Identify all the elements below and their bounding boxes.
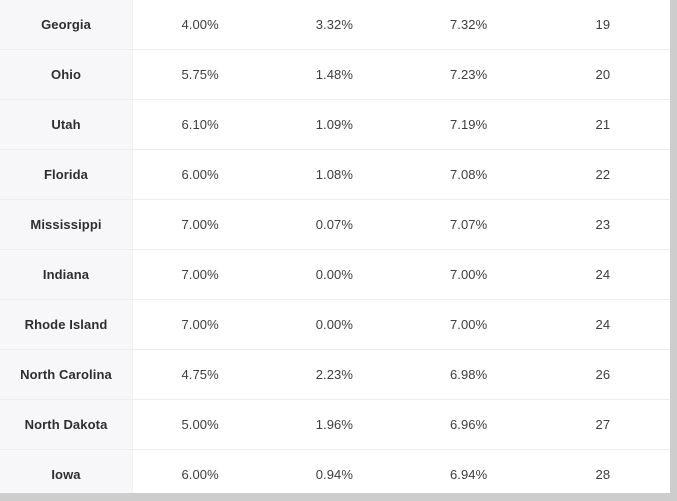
rank-value: 19 [595,17,611,32]
rate-value: 7.00% [181,217,219,232]
table-row: Florida 6.00% 1.08% 7.08% 22 [0,150,670,200]
state-name: Utah [0,100,133,149]
rate-value: 7.23% [449,67,488,82]
state-name: Indiana [0,250,133,299]
vertical-scrollbar[interactable] [670,0,677,501]
state-name: Rhode Island [0,300,133,349]
table-row: North Dakota 5.00% 1.96% 6.96% 27 [0,400,670,450]
rate-value: 4.00% [181,17,219,32]
rate-value: 1.48% [315,67,354,82]
rate-value: 6.00% [181,467,219,482]
table-row: Ohio 5.75% 1.48% 7.23% 20 [0,50,670,100]
table-row: Georgia 4.00% 3.32% 7.32% 19 [0,0,670,50]
rate-value: 6.00% [181,167,219,182]
rank-value: 22 [595,167,611,182]
rate-value: 7.08% [449,167,488,182]
rate-value: 1.96% [315,417,354,432]
rank-value: 24 [595,317,611,332]
rate-value: 4.75% [181,367,219,382]
state-name: Mississippi [0,200,133,249]
rate-value: 7.00% [181,317,219,332]
rank-value: 27 [595,417,611,432]
table-row: Utah 6.10% 1.09% 7.19% 21 [0,100,670,150]
state-name: Georgia [0,0,133,49]
rate-value: 0.00% [315,317,354,332]
state-name: Florida [0,150,133,199]
state-name: Ohio [0,50,133,99]
rate-value: 0.00% [315,267,354,282]
rate-value: 2.23% [315,367,354,382]
state-name: North Dakota [0,400,133,449]
rank-value: 20 [595,67,611,82]
table-row: Indiana 7.00% 0.00% 7.00% 24 [0,250,670,300]
table-row: Rhode Island 7.00% 0.00% 7.00% 24 [0,300,670,350]
state-name: Iowa [0,450,133,499]
rate-value: 0.07% [315,217,354,232]
rate-value: 6.96% [449,417,488,432]
rank-value: 28 [595,467,611,482]
horizontal-scrollbar[interactable] [0,493,677,501]
rate-value: 6.94% [449,467,488,482]
state-name: North Carolina [0,350,133,399]
rate-value: 1.09% [315,117,354,132]
rate-value: 6.98% [449,367,488,382]
rate-value: 5.00% [181,417,219,432]
table-row: North Carolina 4.75% 2.23% 6.98% 26 [0,350,670,400]
rank-value: 21 [595,117,611,132]
rate-value: 6.10% [181,117,219,132]
table-row: Mississippi 7.00% 0.07% 7.07% 23 [0,200,670,250]
rank-value: 26 [595,367,611,382]
rate-value: 7.00% [449,317,488,332]
rate-value: 7.19% [449,117,488,132]
rate-value: 0.94% [315,467,354,482]
rate-value: 7.32% [449,17,488,32]
rank-value: 24 [595,267,611,282]
rate-value: 7.07% [449,217,488,232]
rank-value: 23 [595,217,611,232]
rate-value: 7.00% [449,267,488,282]
rate-value: 3.32% [315,17,354,32]
rate-value: 5.75% [181,67,219,82]
rate-value: 1.08% [315,167,354,182]
rate-value: 7.00% [181,267,219,282]
table-row: Iowa 6.00% 0.94% 6.94% 28 [0,450,670,500]
